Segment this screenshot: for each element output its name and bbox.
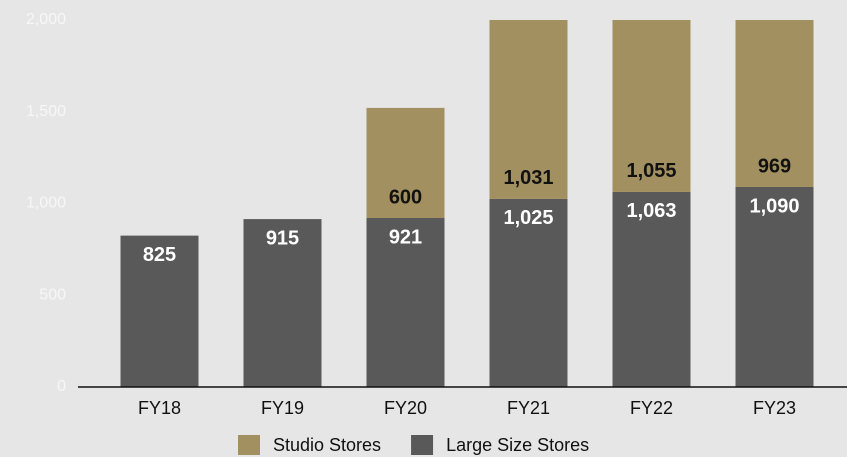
x-tick-label: FY18 xyxy=(138,398,181,418)
data-label: 969 xyxy=(758,155,791,177)
bar-segment xyxy=(735,20,814,187)
data-label: 915 xyxy=(266,227,299,249)
bar-segment xyxy=(366,217,445,387)
legend-swatch xyxy=(238,435,260,455)
x-tick-label: FY19 xyxy=(261,398,304,418)
data-label: 1,031 xyxy=(503,167,553,189)
y-tick-label: 1,000 xyxy=(26,195,66,212)
y-tick-label: 500 xyxy=(39,286,66,303)
bar-segment xyxy=(489,20,568,199)
x-tick-label: FY22 xyxy=(630,398,673,418)
x-tick-label: FY20 xyxy=(384,398,427,418)
bar-segment xyxy=(735,186,814,387)
data-label: 825 xyxy=(143,244,176,266)
bar-segment xyxy=(489,198,568,387)
data-label: 1,025 xyxy=(503,207,553,229)
data-label: 600 xyxy=(389,186,422,208)
x-tick-label: FY23 xyxy=(753,398,796,418)
legend-label: Studio Stores xyxy=(273,435,381,455)
legend-label: Large Size Stores xyxy=(446,435,589,455)
plot-area xyxy=(120,20,814,387)
bar-segment xyxy=(612,20,691,192)
data-label: 1,055 xyxy=(626,160,676,182)
bar-segment xyxy=(612,191,691,387)
bar-segment xyxy=(366,107,445,218)
x-tick-label: FY21 xyxy=(507,398,550,418)
data-label: 1,063 xyxy=(626,200,676,222)
data-label: 1,090 xyxy=(749,195,799,217)
data-label: 921 xyxy=(389,226,422,248)
y-tick-label: 0 xyxy=(57,378,66,395)
y-tick-label: 2,000 xyxy=(26,11,66,28)
legend-swatch xyxy=(411,435,434,455)
bar-segment xyxy=(243,219,322,387)
bar-segment xyxy=(120,235,199,387)
y-tick-label: 1,500 xyxy=(26,103,66,120)
